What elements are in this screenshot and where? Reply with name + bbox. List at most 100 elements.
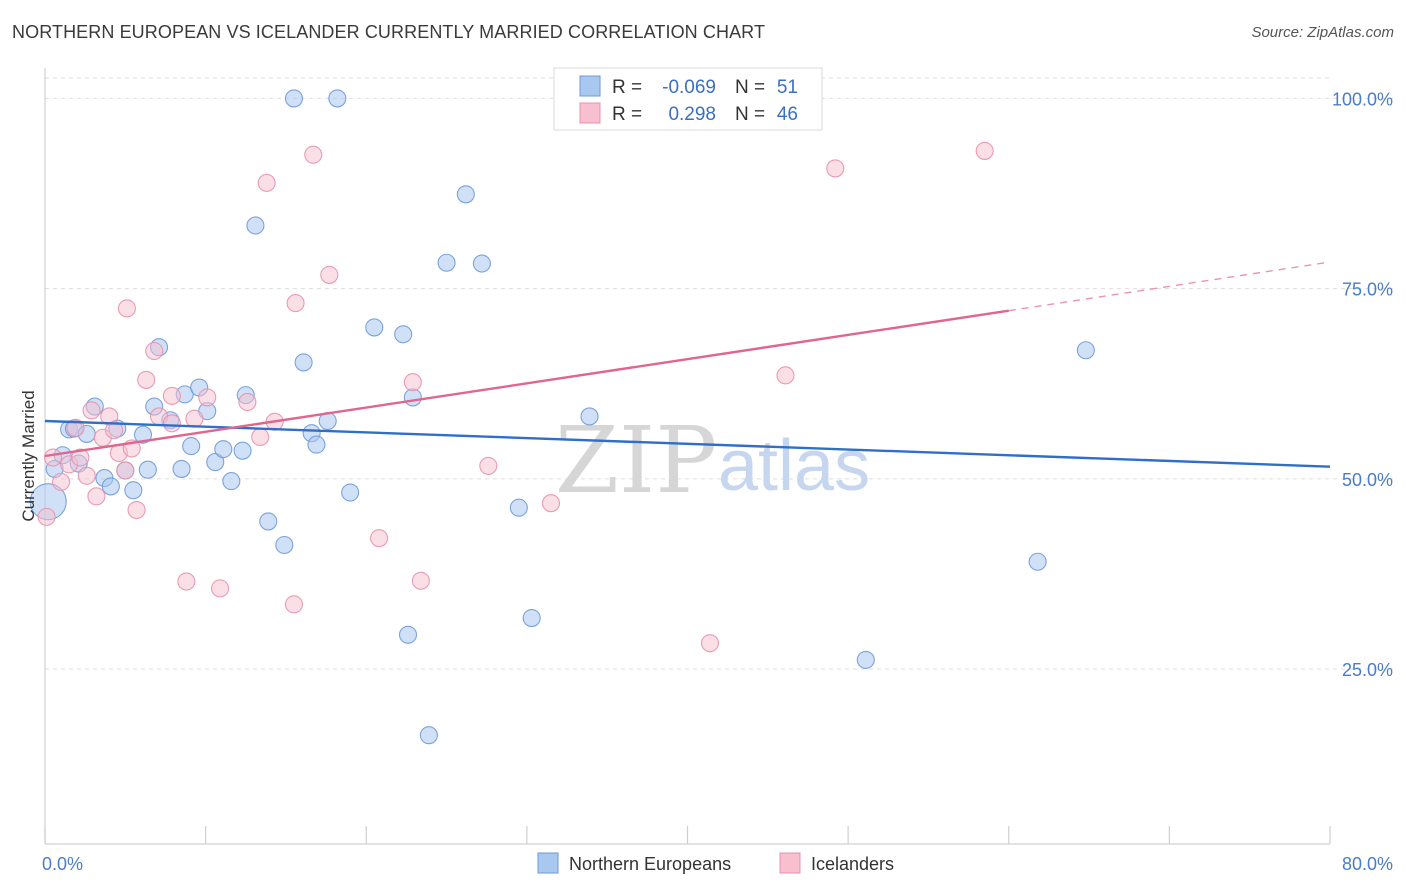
icelander-trend-extension xyxy=(1008,261,1331,312)
x-tick-label-min: 0.0% xyxy=(42,854,83,874)
icelander-point xyxy=(700,634,720,653)
icelander-point xyxy=(43,448,63,467)
northern-european-point xyxy=(133,425,153,444)
legend: R = -0.069 N = 51 R = 0.298 N = 46 xyxy=(553,67,823,131)
northern-european-point xyxy=(398,625,418,644)
icelander-point xyxy=(66,418,85,437)
northern-european-point xyxy=(233,441,252,460)
icelander-point xyxy=(87,487,106,506)
series-icelanders xyxy=(37,141,994,653)
bottom-legend-label-icelanders: Icelanders xyxy=(811,854,894,874)
bottom-legend-label-northern: Northern Europeans xyxy=(569,854,731,874)
x-tick-label-max: 80.0% xyxy=(1342,854,1393,874)
icelander-point xyxy=(975,141,994,160)
icelander-point xyxy=(177,572,196,591)
northern-european-point xyxy=(856,650,875,669)
icelander-point xyxy=(541,494,561,513)
northern-european-point xyxy=(394,325,413,344)
bottom-legend-swatch-icelanders xyxy=(779,852,801,874)
y-tick-label-75: 75.0% xyxy=(1342,280,1393,300)
icelander-point xyxy=(137,370,156,389)
northern-european-point xyxy=(284,89,304,108)
legend-n-value-0: 51 xyxy=(777,77,798,98)
watermark-atlas: atlas xyxy=(718,426,870,506)
icelander-point xyxy=(238,392,257,412)
legend-n-label-0: N = xyxy=(735,77,765,98)
northern-european-point xyxy=(101,477,120,496)
northern-european-trend-line xyxy=(44,419,1331,468)
bottom-legend-swatch-northern xyxy=(537,852,559,874)
legend-n-value-1: 46 xyxy=(777,104,798,125)
icelander-point xyxy=(320,265,339,284)
northern-european-point xyxy=(365,318,384,337)
legend-swatch-icelanders xyxy=(579,102,601,124)
legend-swatch-northern xyxy=(579,75,601,97)
y-tick-label-100: 100.0% xyxy=(1332,89,1393,109)
icelander-point xyxy=(370,529,389,548)
icelander-point xyxy=(304,145,323,164)
icelander-point xyxy=(77,466,96,485)
icelander-point xyxy=(127,500,146,520)
northern-european-point xyxy=(456,185,475,204)
chart-title: NORTHERN EUROPEAN VS ICELANDER CURRENTLY… xyxy=(12,22,766,42)
x-ticks xyxy=(44,826,1331,844)
northern-european-point xyxy=(328,89,347,108)
bottom-legend: Northern Europeans Icelanders xyxy=(537,852,894,874)
northern-european-point xyxy=(307,435,326,454)
icelander-point xyxy=(284,595,304,614)
northern-european-point xyxy=(580,407,599,426)
grid-lines xyxy=(45,77,1393,670)
northern-european-point xyxy=(1076,341,1095,360)
icelander-trend-line xyxy=(44,309,1009,458)
watermark: ZIP atlas xyxy=(555,407,870,514)
watermark-zip: ZIP xyxy=(555,407,717,514)
icelander-point xyxy=(71,448,90,467)
icelander-point xyxy=(185,409,204,428)
northern-european-point xyxy=(509,498,528,517)
northern-european-point xyxy=(172,459,191,478)
legend-r-value-0: -0.069 xyxy=(662,77,716,98)
northern-european-point xyxy=(437,253,456,272)
northern-european-point xyxy=(246,216,265,235)
y-tick-labels: 25.0% 50.0% 75.0% 100.0% xyxy=(1332,89,1393,680)
northern-european-point xyxy=(124,481,143,500)
legend-r-value-1: 0.298 xyxy=(668,104,716,125)
icelander-point xyxy=(826,159,845,178)
y-tick-label-50: 50.0% xyxy=(1342,470,1393,490)
northern-european-point xyxy=(259,512,278,531)
northern-european-point xyxy=(294,353,313,372)
icelander-point xyxy=(145,341,164,361)
icelander-point xyxy=(116,461,135,480)
legend-r-label-1: R = xyxy=(612,104,642,125)
icelander-point xyxy=(286,294,305,313)
northern-european-point xyxy=(222,472,241,491)
icelander-point xyxy=(257,173,276,192)
icelander-point xyxy=(776,366,795,385)
northern-european-point xyxy=(182,437,201,456)
icelander-point xyxy=(52,472,71,491)
y-tick-label-25: 25.0% xyxy=(1342,660,1393,680)
icelander-point xyxy=(251,427,270,447)
legend-r-label-0: R = xyxy=(612,77,642,98)
icelander-point xyxy=(117,299,136,318)
icelander-point xyxy=(37,507,56,526)
northern-european-point xyxy=(472,254,491,273)
northern-european-point xyxy=(419,726,438,745)
northern-european-point xyxy=(341,483,360,502)
icelander-point xyxy=(162,414,181,433)
northern-european-point xyxy=(138,460,157,479)
trend-lines xyxy=(44,261,1331,468)
source-label: Source: ZipAtlas.com xyxy=(1251,24,1394,41)
northern-european-point xyxy=(275,535,294,555)
icelander-point xyxy=(162,386,181,405)
northern-european-point xyxy=(206,453,225,472)
northern-european-point xyxy=(1028,552,1047,571)
icelander-point xyxy=(479,456,498,475)
northern-european-point xyxy=(522,608,541,628)
legend-n-label-1: N = xyxy=(735,104,765,125)
series-northern-europeans xyxy=(29,89,1095,745)
icelander-point xyxy=(211,579,230,598)
icelander-point xyxy=(105,421,124,440)
icelander-point xyxy=(82,401,101,420)
